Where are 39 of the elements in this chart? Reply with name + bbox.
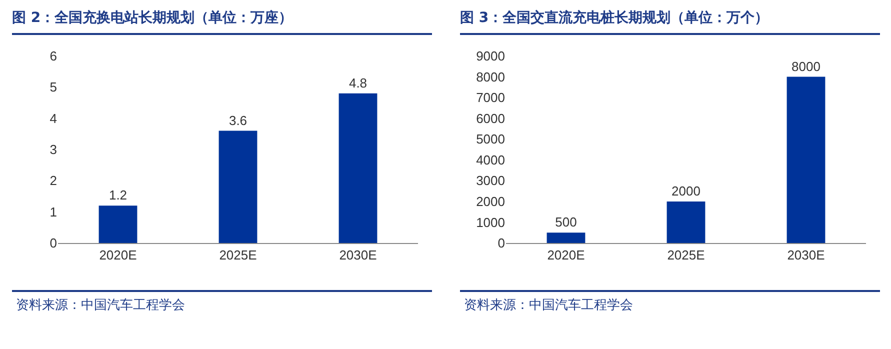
data-label: 2000 bbox=[672, 183, 700, 198]
x-tick-label: 2030E bbox=[787, 248, 826, 263]
data-label: 500 bbox=[555, 214, 577, 230]
y-tick-label: 3000 bbox=[476, 173, 505, 188]
bar bbox=[786, 76, 826, 243]
bar bbox=[666, 201, 706, 243]
bar bbox=[546, 232, 586, 243]
y-tick-label: 6 bbox=[50, 48, 57, 64]
y-tick-label: 8000 bbox=[476, 69, 505, 84]
x-tick-label: 2020E bbox=[99, 248, 138, 263]
y-tick-label: 1000 bbox=[476, 214, 505, 230]
x-tick-label: 2030E bbox=[339, 248, 378, 263]
y-tick-label: 0 bbox=[50, 236, 57, 251]
chart-title: 图 2：全国充换电站长期规划（单位：万座） bbox=[12, 8, 293, 26]
bar bbox=[218, 130, 258, 243]
data-label: 1.2 bbox=[108, 188, 128, 203]
y-tick-label: 5 bbox=[50, 80, 57, 95]
text: 资料来源：中国汽车工程学会 bbox=[16, 298, 185, 313]
x-tick-label: 2025E bbox=[667, 248, 706, 263]
data-label: 3.6 bbox=[228, 112, 248, 128]
y-tick-label: 7000 bbox=[476, 90, 505, 106]
y-tick-label: 2 bbox=[50, 173, 57, 188]
y-tick-label: 1 bbox=[50, 204, 57, 220]
chart-title: 图 3：全国交直流充电桩长期规划（单位：万个） bbox=[460, 8, 769, 26]
y-tick-label: 9000 bbox=[476, 48, 505, 64]
x-tick-label: 2025E bbox=[219, 248, 258, 263]
y-tick-label: 4000 bbox=[476, 152, 505, 168]
y-tick-label: 4 bbox=[50, 110, 57, 126]
y-tick-label: 5000 bbox=[476, 132, 505, 147]
text: 资料来源：中国汽车工程学会 bbox=[464, 298, 633, 313]
y-tick-label: 0 bbox=[498, 236, 505, 251]
y-tick-label: 6000 bbox=[476, 110, 505, 126]
data-label: 8000 bbox=[792, 58, 820, 74]
data-label: 4.8 bbox=[348, 75, 368, 90]
x-tick-label: 2020E bbox=[547, 248, 586, 263]
bar bbox=[338, 93, 378, 243]
y-tick-label: 2000 bbox=[476, 194, 505, 209]
y-tick-label: 3 bbox=[50, 142, 57, 158]
bar bbox=[98, 206, 138, 243]
